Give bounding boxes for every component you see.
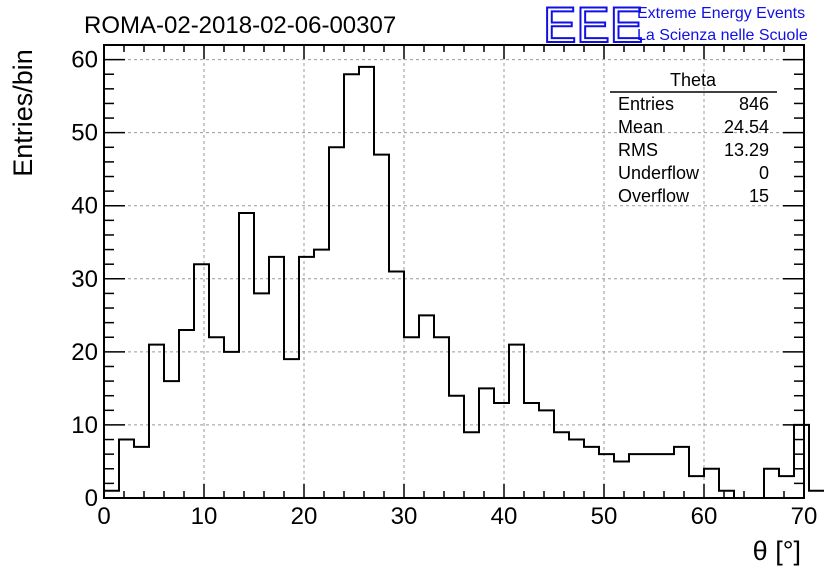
histogram-bar — [344, 74, 359, 498]
histogram-bar — [284, 359, 299, 498]
histogram-bar — [119, 440, 134, 498]
histogram-bar — [164, 381, 179, 498]
histogram-bar — [599, 454, 614, 498]
histogram-bar — [359, 67, 374, 498]
x-tick-label: 60 — [691, 503, 718, 530]
stats-rms-value: 13.29 — [724, 140, 769, 160]
histogram-bar — [329, 147, 344, 498]
histogram-bar — [794, 425, 809, 498]
histogram-bar — [539, 410, 554, 498]
logo-line-2: La Scienza nelle Scuole — [637, 27, 808, 44]
histogram-bar — [629, 454, 644, 498]
x-tick-label: 50 — [591, 503, 618, 530]
histogram-bar — [194, 264, 209, 498]
eee-logo: EEE Extreme Energy Events La Scienza nel… — [542, 0, 808, 54]
histogram-bar — [584, 447, 599, 498]
histogram-bar — [614, 461, 629, 498]
y-tick-label: 40 — [71, 193, 98, 220]
histogram-bar — [524, 403, 539, 498]
logo-line-1: Extreme Energy Events — [637, 5, 805, 22]
x-tick-label: 70 — [791, 503, 818, 530]
stats-rms-label: RMS — [618, 140, 658, 160]
x-axis-title: θ [°] — [753, 536, 801, 566]
y-tick-label: 30 — [71, 266, 98, 293]
histogram-bar — [554, 432, 569, 498]
histogram-bar — [209, 337, 224, 498]
x-tick-label: 10 — [191, 503, 218, 530]
x-tick-label: 30 — [391, 503, 418, 530]
stats-box: Theta Entries 846 Mean 24.54 RMS 13.29 U… — [610, 70, 777, 206]
stats-entries-label: Entries — [618, 94, 674, 114]
y-axis-title: Entries/bin — [8, 49, 38, 177]
histogram-outline — [104, 65, 824, 499]
histogram-bar — [299, 257, 314, 498]
stats-entries-value: 846 — [739, 94, 769, 114]
histogram-bar — [149, 345, 164, 498]
histogram-bar — [254, 293, 269, 498]
x-tick-label: 40 — [491, 503, 518, 530]
chart-title: ROMA-02-2018-02-06-00307 — [84, 12, 396, 39]
stats-underflow-value: 0 — [759, 163, 769, 183]
tick-labels: 0 10 20 30 40 50 60 70 0 10 20 30 40 50 60 — [71, 47, 817, 530]
histogram-bar — [404, 337, 419, 498]
histogram-bar — [569, 440, 584, 498]
histogram-bar — [494, 403, 509, 498]
stats-overflow-value: 15 — [749, 186, 769, 206]
histogram-bar — [479, 388, 494, 498]
histogram-bar — [134, 447, 149, 498]
histogram-bar — [674, 447, 689, 498]
stats-underflow-label: Underflow — [618, 163, 700, 183]
histogram-bar — [239, 213, 254, 498]
histogram-bars — [104, 67, 824, 498]
histogram-bar — [419, 315, 434, 498]
histogram-bar — [689, 476, 704, 498]
y-tick-label: 10 — [71, 412, 98, 439]
histogram-bar — [269, 257, 284, 498]
stats-mean-label: Mean — [618, 117, 663, 137]
histogram-bar — [719, 491, 734, 498]
histogram-bar — [764, 469, 779, 498]
stats-mean-value: 24.54 — [724, 117, 769, 137]
histogram-bar — [659, 454, 674, 498]
x-tick-label: 0 — [97, 503, 110, 530]
stats-title: Theta — [670, 70, 717, 90]
histogram-bar — [779, 476, 794, 498]
histogram-bar — [449, 396, 464, 498]
plot-frame — [103, 44, 805, 499]
grid — [104, 45, 804, 498]
histogram-bar — [104, 491, 119, 498]
histogram-bar — [809, 491, 824, 498]
x-tick-label: 20 — [291, 503, 318, 530]
histogram-bar — [464, 432, 479, 498]
histogram-bar — [434, 337, 449, 498]
stats-overflow-label: Overflow — [618, 186, 690, 206]
y-tick-label: 20 — [71, 339, 98, 366]
y-tick-label: 0 — [85, 485, 98, 512]
histogram-bar — [179, 330, 194, 498]
histogram-bar — [644, 454, 659, 498]
histogram-bar — [389, 272, 404, 499]
histogram-bar — [509, 345, 524, 498]
y-tick-label: 50 — [71, 120, 98, 147]
histogram-bar — [704, 469, 719, 498]
histogram-bar — [314, 250, 329, 498]
y-tick-label: 60 — [71, 47, 98, 74]
